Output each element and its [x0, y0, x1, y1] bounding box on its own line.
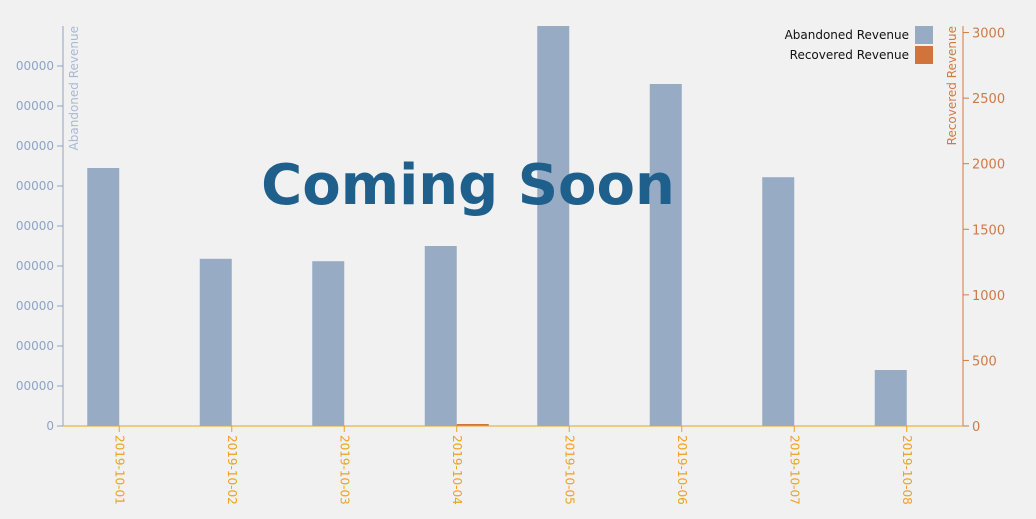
- left-tick-label: 00000: [16, 99, 54, 113]
- recovered-revenue-bar: [456, 424, 489, 426]
- right-tick-label: 2000: [972, 158, 1005, 173]
- abandoned-revenue-bar: [424, 246, 457, 426]
- right-tick-label: 1500: [972, 223, 1005, 238]
- left-tick-label: 00000: [16, 59, 54, 73]
- bars-group: [87, 26, 907, 426]
- abandoned-revenue-bar: [762, 177, 795, 426]
- abandoned-revenue-bar: [87, 168, 120, 426]
- legend: Abandoned Revenue Recovered Revenue: [785, 26, 933, 64]
- legend-label: Recovered Revenue: [790, 48, 909, 62]
- left-tick-label: 00000: [16, 379, 54, 393]
- abandoned-revenue-bar: [874, 370, 907, 426]
- x-tick-label: 2019-10-02: [225, 435, 239, 505]
- left-tick-label: 00000: [16, 139, 54, 153]
- x-tick-label: 2019-10-07: [787, 435, 801, 505]
- right-tick-label: 3000: [972, 27, 1005, 42]
- legend-label: Abandoned Revenue: [785, 28, 909, 42]
- x-tick-label: 2019-10-01: [112, 435, 126, 505]
- right-tick-label: 1000: [972, 289, 1005, 304]
- left-tick-label: 0: [46, 419, 54, 433]
- left-axis: 0000000000000000000000000000000000000000…: [16, 26, 81, 433]
- right-tick-label: 0: [972, 420, 980, 435]
- abandoned-revenue-bar: [312, 261, 345, 426]
- x-tick-label: 2019-10-05: [562, 435, 576, 505]
- x-tick-label: 2019-10-03: [337, 435, 351, 505]
- abandoned-revenue-bar: [537, 26, 570, 426]
- x-axis: 2019-10-01 2019-10-02 2019-10-03 2019-10-04…: [63, 425, 963, 505]
- right-axis: 0 500 1000 1500 2000 2500 3000 Recovered Revenu…: [945, 26, 1005, 435]
- x-tick-label: 2019-10-08: [900, 435, 914, 505]
- legend-swatch: [915, 46, 933, 64]
- left-tick-label: 00000: [16, 259, 54, 273]
- left-tick-label: 00000: [16, 339, 54, 353]
- right-axis-title: Recovered Revenue: [945, 26, 959, 145]
- abandoned-revenue-bar: [649, 84, 682, 426]
- x-tick-label: 2019-10-06: [675, 435, 689, 505]
- left-tick-label: 00000: [16, 299, 54, 313]
- abandoned-revenue-bar: [199, 258, 232, 426]
- left-axis-title: Abandoned Revenue: [67, 26, 81, 150]
- right-tick-label: 500: [972, 354, 997, 369]
- coming-soon-overlay: Coming Soon: [261, 153, 675, 218]
- left-tick-label: 00000: [16, 179, 54, 193]
- x-tick-label: 2019-10-04: [450, 435, 464, 505]
- left-tick-label: 00000: [16, 219, 54, 233]
- right-tick-label: 2500: [972, 92, 1005, 107]
- legend-swatch: [915, 26, 933, 44]
